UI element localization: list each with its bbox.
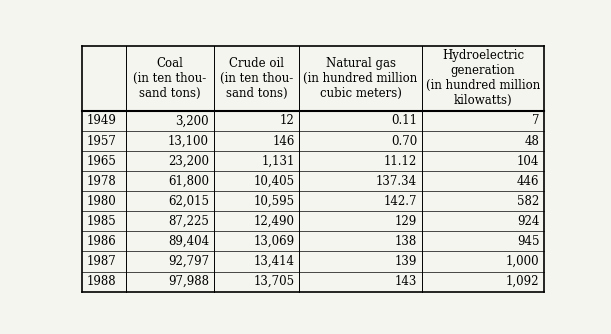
Text: 143: 143 (395, 275, 417, 288)
Text: 137.34: 137.34 (376, 175, 417, 188)
Text: 13,100: 13,100 (168, 135, 209, 148)
Text: 582: 582 (518, 195, 540, 208)
Text: 10,595: 10,595 (254, 195, 295, 208)
Text: 129: 129 (395, 215, 417, 228)
Text: Coal
(in ten thou-
sand tons): Coal (in ten thou- sand tons) (133, 57, 207, 100)
Text: 104: 104 (517, 155, 540, 168)
Text: 87,225: 87,225 (168, 215, 209, 228)
Text: 12: 12 (280, 115, 295, 128)
Text: Natural gas
(in hundred million
cubic meters): Natural gas (in hundred million cubic me… (304, 57, 418, 100)
Text: 1978: 1978 (87, 175, 117, 188)
Text: 92,797: 92,797 (168, 255, 209, 268)
Text: 62,015: 62,015 (168, 195, 209, 208)
Text: 1957: 1957 (87, 135, 117, 148)
Text: 1988: 1988 (87, 275, 117, 288)
Text: 12,490: 12,490 (254, 215, 295, 228)
Text: 61,800: 61,800 (168, 175, 209, 188)
Text: 1,131: 1,131 (261, 155, 295, 168)
Text: 1965: 1965 (87, 155, 117, 168)
Text: 1949: 1949 (87, 115, 117, 128)
Text: 1985: 1985 (87, 215, 117, 228)
Text: 1,092: 1,092 (506, 275, 540, 288)
Text: 13,705: 13,705 (254, 275, 295, 288)
Text: 13,414: 13,414 (254, 255, 295, 268)
Text: 23,200: 23,200 (168, 155, 209, 168)
Text: 48: 48 (525, 135, 540, 148)
Text: 1980: 1980 (87, 195, 117, 208)
Text: 7: 7 (532, 115, 540, 128)
Text: 13,069: 13,069 (254, 235, 295, 248)
Text: 138: 138 (395, 235, 417, 248)
Text: 146: 146 (272, 135, 295, 148)
Text: 89,404: 89,404 (168, 235, 209, 248)
Text: 924: 924 (517, 215, 540, 228)
Text: 1,000: 1,000 (506, 255, 540, 268)
Text: 97,988: 97,988 (168, 275, 209, 288)
Text: 1987: 1987 (87, 255, 117, 268)
Text: 142.7: 142.7 (384, 195, 417, 208)
Text: 139: 139 (395, 255, 417, 268)
Text: 446: 446 (517, 175, 540, 188)
Text: 11.12: 11.12 (384, 155, 417, 168)
Text: Hydroelectric
generation
(in hundred million
kilowatts): Hydroelectric generation (in hundred mil… (426, 49, 540, 107)
Text: 1986: 1986 (87, 235, 117, 248)
Text: 0.70: 0.70 (391, 135, 417, 148)
Text: 3,200: 3,200 (175, 115, 209, 128)
Text: Crude oil
(in ten thou-
sand tons): Crude oil (in ten thou- sand tons) (220, 57, 293, 100)
Text: 0.11: 0.11 (391, 115, 417, 128)
Text: 10,405: 10,405 (254, 175, 295, 188)
Text: 945: 945 (517, 235, 540, 248)
